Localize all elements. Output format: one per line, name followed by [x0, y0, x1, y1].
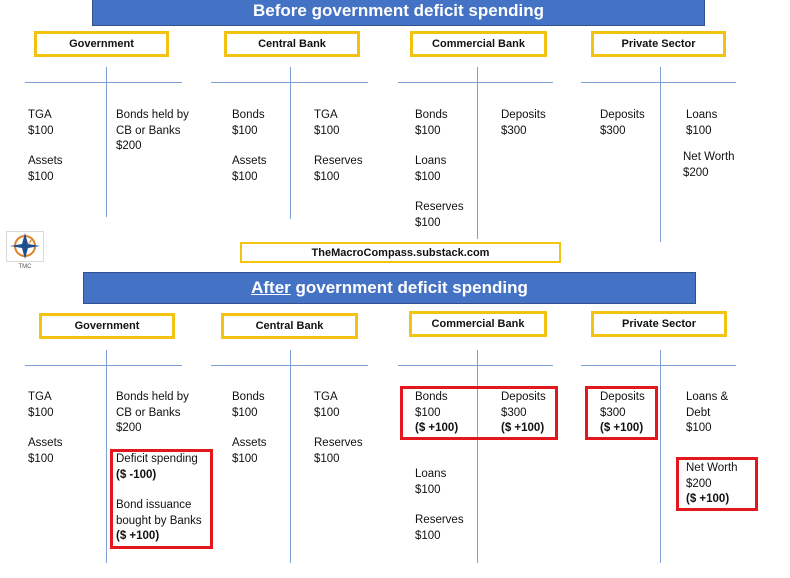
after-title: After government deficit spending: [251, 278, 528, 297]
after-comm-t-hline: [398, 365, 553, 366]
before-title-banner: Before government deficit spending: [92, 0, 705, 26]
after-label-private-sector: Private Sector: [591, 311, 727, 337]
after-cb-t-vline: [290, 350, 291, 563]
after-cb-tga: TGA $100: [314, 391, 340, 419]
before-comm-reserves: Reserves $100: [415, 201, 464, 229]
after-comm-bonds: Bonds $100 ($ +100): [415, 391, 459, 434]
after-gov-t-vline: [106, 350, 107, 563]
before-label-commercial-bank: Commercial Bank: [410, 31, 547, 57]
after-gov-bond-issuance: Bond issuance bought by Banks ($ +100): [116, 499, 202, 542]
before-gov-bonds: Bonds held by CB or Banks $200: [116, 109, 189, 152]
before-comm-bonds: Bonds $100: [415, 109, 448, 137]
before-comm-deposits: Deposits $300: [501, 109, 546, 137]
highlight-comm-bonds-deposits: [400, 386, 558, 440]
before-cb-t-vline: [290, 67, 291, 219]
before-title: Before government deficit spending: [253, 1, 544, 20]
after-priv-deposits: Deposits $300 ($ +100): [600, 391, 645, 434]
before-comm-t-hline: [398, 82, 553, 83]
after-comm-loans: Loans $100: [415, 468, 447, 496]
highlight-priv-deposits: [585, 386, 658, 440]
after-gov-tga: TGA $100: [28, 391, 54, 419]
before-label-central-bank: Central Bank: [224, 31, 360, 57]
before-gov-t-vline: [106, 67, 107, 217]
after-priv-loans-debt: Loans & Debt $100: [686, 391, 729, 434]
before-comm-loans: Loans $100: [415, 155, 447, 183]
before-priv-loans: Loans $100: [686, 109, 718, 137]
after-comm-reserves: Reserves $100: [415, 514, 464, 542]
after-priv-t-vline: [660, 350, 661, 563]
after-comm-t-vline: [477, 350, 478, 563]
before-cb-tga: TGA $100: [314, 109, 340, 137]
highlight-gov-deficit: [110, 449, 213, 549]
after-priv-t-hline: [581, 365, 736, 366]
after-gov-t-hline: [25, 365, 182, 366]
logo-text: TMC: [19, 264, 33, 270]
before-gov-t-hline: [25, 82, 182, 83]
before-cb-reserves: Reserves $100: [314, 155, 363, 183]
after-cb-reserves: Reserves $100: [314, 437, 363, 465]
before-gov-assets: Assets $100: [28, 155, 63, 183]
macro-compass-logo: TMC: [6, 231, 44, 271]
before-cb-assets: Assets $100: [232, 155, 267, 183]
after-label-commercial-bank: Commercial Bank: [409, 311, 547, 337]
after-cb-t-hline: [211, 365, 368, 366]
after-cb-assets: Assets $100: [232, 437, 267, 465]
before-cb-bonds: Bonds $100: [232, 109, 265, 137]
after-label-central-bank: Central Bank: [221, 313, 358, 339]
highlight-priv-net-worth: [676, 457, 758, 511]
before-priv-net-worth: Net Worth $200: [683, 151, 735, 179]
before-label-government: Government: [34, 31, 169, 57]
after-label-government: Government: [39, 313, 175, 339]
before-cb-t-hline: [211, 82, 368, 83]
after-priv-net-worth: Net Worth $200 ($ +100): [686, 462, 738, 505]
after-title-banner: After government deficit spending: [83, 272, 696, 304]
before-priv-deposits: Deposits $300: [600, 109, 645, 137]
before-priv-t-hline: [581, 82, 736, 83]
after-comm-deposits: Deposits $300 ($ +100): [501, 391, 546, 434]
before-label-private-sector: Private Sector: [591, 31, 726, 57]
before-gov-tga: TGA $100: [28, 109, 54, 137]
after-cb-bonds: Bonds $100: [232, 391, 265, 419]
watermark-url: TheMacroCompass.substack.com: [240, 242, 561, 263]
before-comm-t-vline: [477, 67, 478, 239]
after-gov-assets: Assets $100: [28, 437, 63, 465]
before-priv-t-vline: [660, 67, 661, 242]
after-gov-deficit-spending: Deficit spending ($ -100): [116, 453, 198, 481]
after-gov-bonds: Bonds held by CB or Banks $200: [116, 391, 189, 434]
